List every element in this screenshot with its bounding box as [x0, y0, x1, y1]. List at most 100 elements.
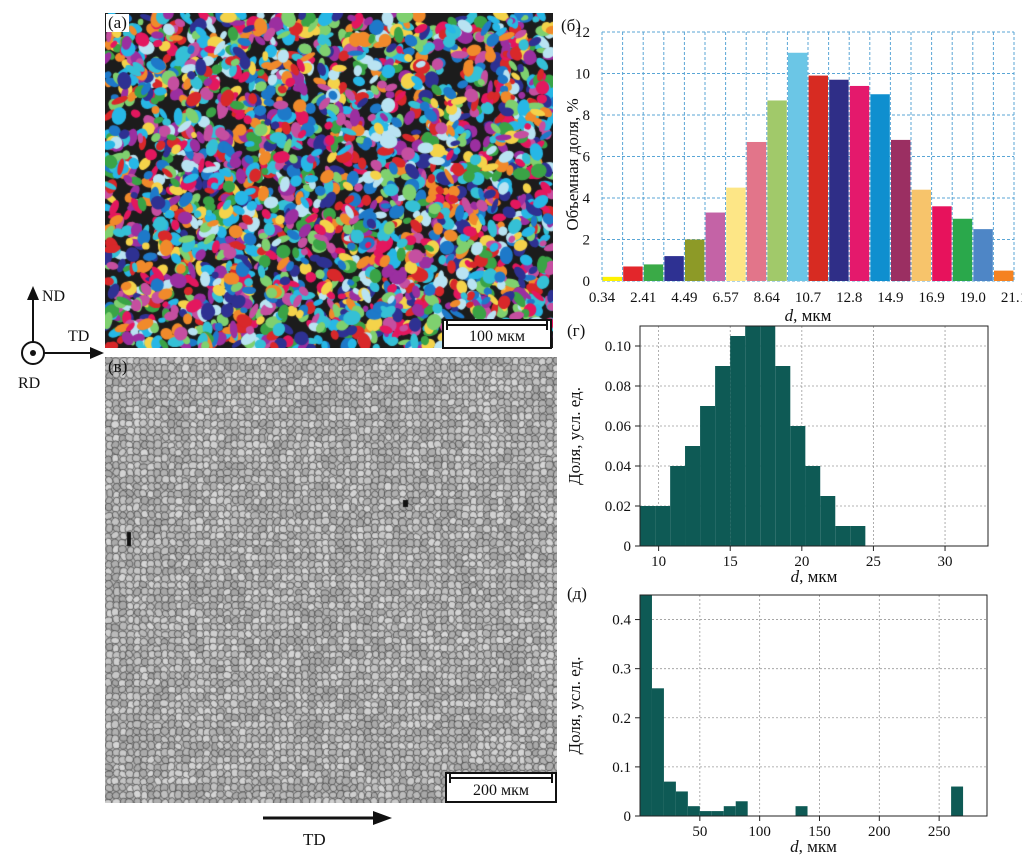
chart-d-ytick: 0.2 — [612, 711, 631, 727]
panel-letter-b: (б) — [559, 16, 583, 35]
chart-b-ytick: 4 — [583, 191, 591, 207]
chart-b-bar — [685, 239, 705, 281]
chart-d-frame — [639, 594, 988, 817]
chart-d-bar — [735, 801, 748, 816]
chart-b-ytick: 2 — [583, 233, 591, 249]
chart-g-ylabel: Доля, усл. ед. — [565, 387, 584, 485]
chart-b-bar — [602, 276, 622, 281]
td-bottom-arrow: TD — [263, 811, 392, 849]
chart-d-xtick: 100 — [748, 824, 771, 840]
rd-dot-icon — [30, 350, 36, 356]
panel-letter-a: (а) — [106, 13, 129, 32]
chart-g-bar — [640, 506, 656, 546]
chart-d-ytick: 0.3 — [612, 662, 631, 678]
scalebar-a-label: 100 мкм — [468, 328, 526, 345]
chart-b-xtick: 12.8 — [836, 290, 862, 306]
chart-b-ytick: 6 — [583, 150, 591, 166]
chart-d-xtick: 250 — [928, 824, 951, 840]
panel-letter-g: (г) — [565, 321, 588, 340]
ebsd-grain-map — [105, 13, 553, 348]
chart-b-bar — [849, 85, 870, 281]
scalebar-v: 200 мкм — [445, 772, 557, 803]
chart-d-bar — [723, 806, 736, 816]
chart-b-xtick: 19.0 — [960, 290, 986, 306]
chart-b-xtick: 8.64 — [754, 290, 781, 306]
chart-d-xtick: 200 — [868, 824, 891, 840]
chart-g-xlabel: d, мкм — [791, 567, 838, 586]
panel-letter-v: (в) — [108, 357, 128, 376]
chart-b-bar — [808, 75, 828, 281]
chart-d-bar — [651, 688, 664, 816]
chart-d-fraction: 50 100 150 200 250 0 0.1 0.2 0.3 0.4 d, мкм Доля, у… — [565, 594, 988, 856]
chart-b-ytick: 8 — [583, 108, 591, 124]
chart-g-bar — [685, 446, 701, 546]
chart-b-ytick: 10 — [575, 67, 590, 83]
chart-b-xtick: 2.41 — [630, 290, 656, 306]
chart-d-grid — [640, 595, 987, 817]
chart-b-xtick: 21.1 — [1001, 290, 1022, 306]
chart-b-bar — [932, 206, 952, 281]
chart-b-xtick: 0.34 — [589, 290, 616, 306]
chart-g-bar — [730, 336, 746, 546]
chart-b-bar — [870, 94, 890, 281]
td-bottom-arrow-icon — [373, 811, 392, 825]
chart-d-bar — [711, 811, 724, 816]
optical-grain-canvas — [105, 357, 557, 803]
chart-g-xtick: 30 — [938, 554, 953, 570]
chart-d-ytick: 0.4 — [612, 613, 631, 629]
chart-g-ytick: 0.06 — [605, 419, 632, 435]
scalebar-v-label: 200 мкм — [472, 782, 530, 799]
chart-d-xtick: 50 — [692, 824, 707, 840]
nd-arrow-icon — [27, 286, 39, 300]
rd-label: RD — [18, 375, 40, 392]
chart-b-xtick: 6.57 — [712, 290, 739, 306]
chart-g-ytick: 0.04 — [605, 459, 632, 475]
chart-b-bar — [788, 52, 808, 281]
chart-b-grid — [601, 31, 1015, 282]
chart-g-ytick: 0.02 — [605, 499, 631, 515]
chart-g-ytick: 0.10 — [605, 339, 631, 355]
chart-g-fraction: 10 15 20 25 30 0 0.02 0.04 0.06 0.08 0.10 d, мкм Дол… — [565, 325, 989, 586]
chart-g-bar — [850, 526, 866, 546]
chart-d-bar — [951, 786, 964, 816]
chart-b-ylabel: Объемная доля, % — [563, 98, 582, 230]
chart-b-bar — [973, 229, 993, 281]
chart-g-xtick: 10 — [651, 554, 666, 570]
chart-b-bar — [664, 256, 684, 281]
chart-g-bar — [700, 406, 716, 546]
chart-g-bar — [760, 326, 776, 546]
nd-label: ND — [42, 288, 65, 305]
chart-b-xtick: 16.9 — [918, 290, 944, 306]
chart-g-ytick: 0.08 — [605, 379, 631, 395]
chart-g-bar — [745, 326, 761, 546]
chart-g-bar — [655, 506, 671, 546]
chart-b-ytick: 12 — [575, 25, 590, 41]
chart-d-bar — [699, 811, 712, 816]
coordinate-axes-icon: ND TD RD — [18, 286, 104, 392]
scalebar-a-line — [446, 320, 548, 330]
chart-b-bar — [829, 79, 849, 281]
chart-g-bar — [715, 366, 731, 546]
ebsd-grain-canvas — [105, 13, 553, 348]
chart-g-bar — [805, 466, 821, 546]
chart-d-bar — [795, 806, 808, 816]
chart-d-xtick: 150 — [808, 824, 831, 840]
chart-b-xtick: 4.49 — [671, 290, 697, 306]
chart-b-xtick: 10.7 — [795, 290, 822, 306]
scalebar-a: 100 мкм — [442, 319, 552, 349]
chart-d-ytick: 0.1 — [612, 760, 631, 776]
chart-d-ytick: 0 — [624, 809, 632, 825]
optical-micrograph — [105, 357, 557, 803]
panel-letter-d: (д) — [565, 584, 589, 603]
chart-b-xlabel: d, мкм — [785, 306, 832, 325]
chart-b-xtick: 14.9 — [877, 290, 903, 306]
chart-b-bar — [911, 189, 931, 281]
chart-d-xlabel: d, мкм — [790, 837, 837, 856]
chart-g-bar — [670, 466, 686, 546]
td-label: TD — [68, 328, 89, 345]
chart-g-xtick: 15 — [723, 554, 738, 570]
scalebar-v-line — [449, 773, 553, 783]
chart-g-bar — [790, 426, 806, 546]
chart-b-bar — [994, 270, 1014, 281]
td-bottom-label: TD — [303, 830, 326, 849]
